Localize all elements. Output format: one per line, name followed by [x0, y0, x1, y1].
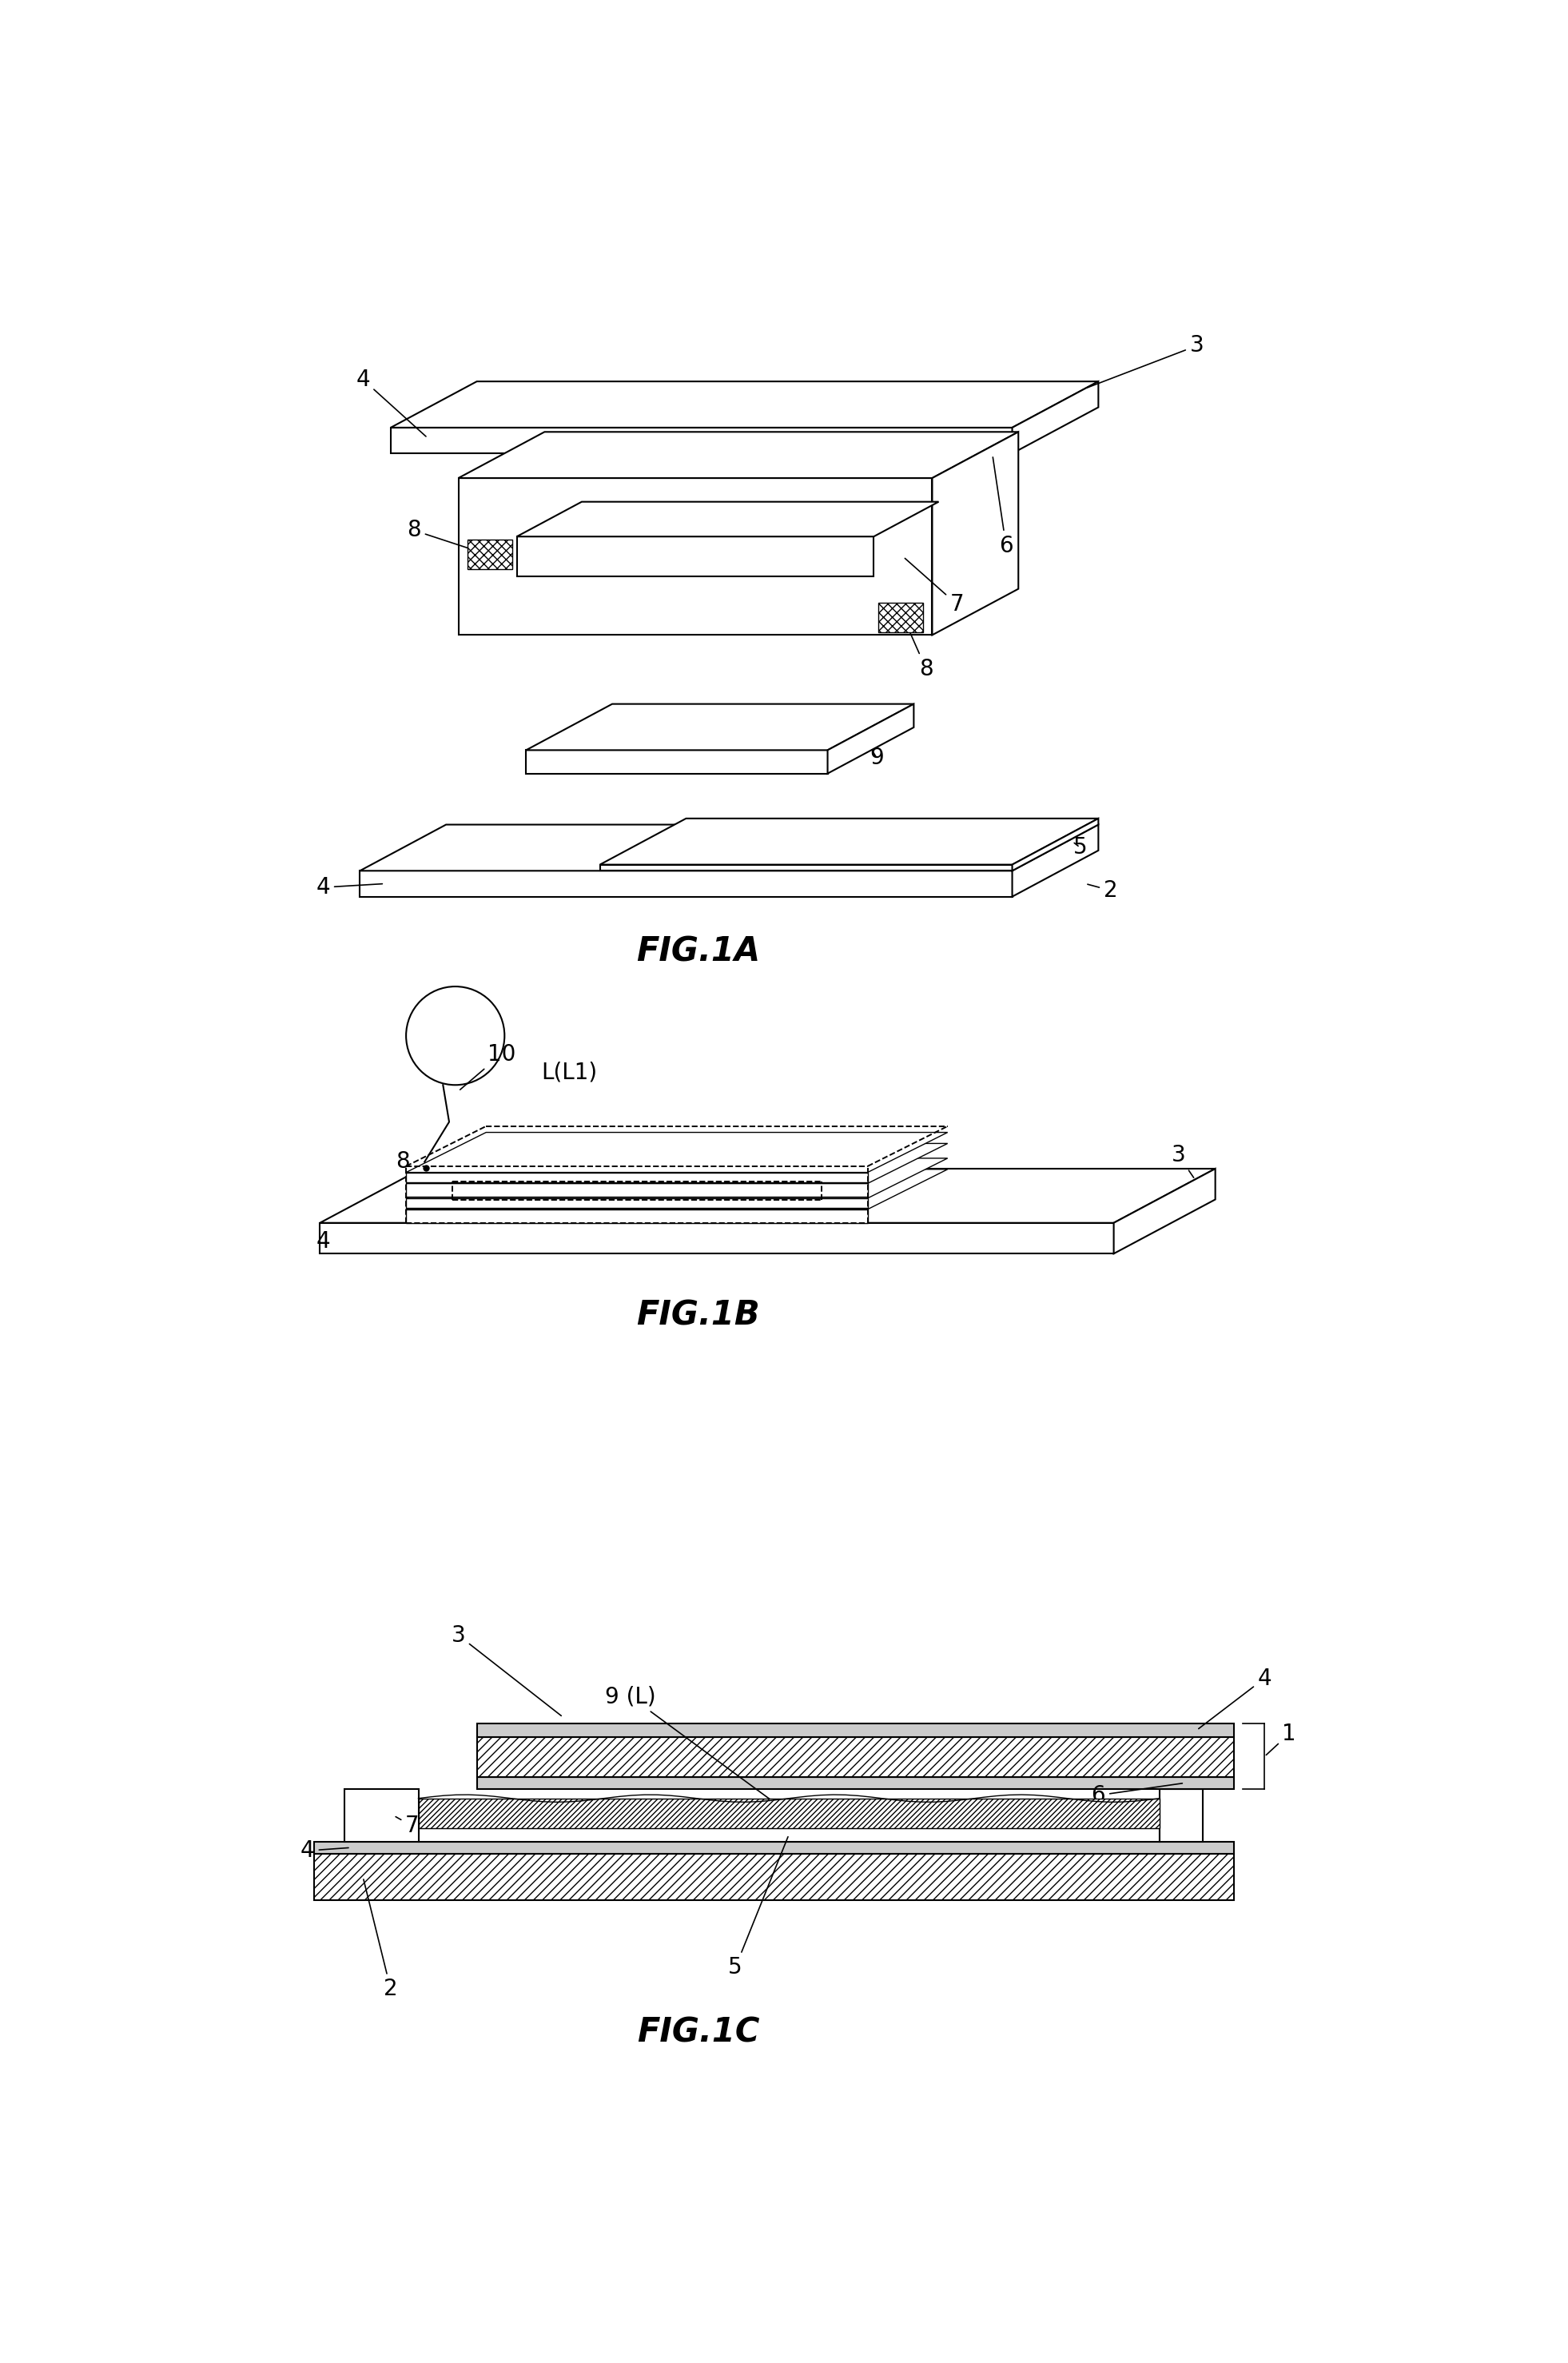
Text: 4: 4 [1198, 1668, 1272, 1730]
Polygon shape [406, 1198, 867, 1207]
Polygon shape [406, 1158, 947, 1198]
Polygon shape [458, 477, 933, 636]
Text: 4: 4 [356, 369, 426, 437]
Polygon shape [345, 1789, 419, 1841]
Text: 6: 6 [1091, 1784, 1182, 1805]
Polygon shape [419, 1798, 1160, 1829]
Text: 3: 3 [1171, 1144, 1193, 1177]
Text: 4: 4 [315, 877, 383, 898]
Polygon shape [467, 539, 511, 569]
Polygon shape [361, 825, 1098, 872]
Text: 8: 8 [905, 619, 933, 681]
Polygon shape [477, 1737, 1234, 1777]
Polygon shape [517, 536, 873, 577]
Polygon shape [477, 1777, 1234, 1789]
Text: 3: 3 [1088, 336, 1204, 388]
Polygon shape [601, 865, 1013, 872]
Polygon shape [933, 432, 1018, 636]
Text: 9 (L): 9 (L) [605, 1685, 787, 1812]
Polygon shape [1013, 818, 1098, 872]
Polygon shape [406, 1144, 947, 1184]
Polygon shape [390, 380, 1098, 428]
Polygon shape [878, 603, 924, 631]
Text: FIG.1A: FIG.1A [637, 936, 760, 969]
Polygon shape [1013, 380, 1098, 454]
Polygon shape [517, 501, 939, 536]
Polygon shape [314, 1841, 1234, 1855]
Polygon shape [527, 704, 914, 749]
Polygon shape [477, 1723, 1234, 1737]
Polygon shape [458, 432, 1018, 477]
Text: 4: 4 [315, 1231, 329, 1252]
Polygon shape [601, 818, 1098, 865]
Polygon shape [314, 1855, 1234, 1900]
Polygon shape [406, 1172, 867, 1182]
Text: 5: 5 [1073, 837, 1087, 858]
Polygon shape [406, 1170, 947, 1210]
Polygon shape [406, 1132, 947, 1172]
Polygon shape [1160, 1789, 1203, 1841]
Polygon shape [320, 1224, 1113, 1255]
Text: 9: 9 [491, 1177, 588, 1200]
Polygon shape [419, 1829, 1160, 1841]
Text: 9: 9 [870, 747, 884, 770]
Text: 8: 8 [397, 1151, 420, 1196]
Text: 1: 1 [1265, 1723, 1297, 1756]
Text: 3: 3 [452, 1623, 561, 1716]
Polygon shape [527, 749, 828, 773]
Text: 2: 2 [364, 1879, 398, 2001]
Text: 5: 5 [728, 1836, 789, 1978]
Text: 7: 7 [905, 558, 964, 614]
Text: FIG.1C: FIG.1C [637, 2016, 759, 2049]
Text: L(L1): L(L1) [541, 1061, 597, 1085]
Text: 6: 6 [993, 456, 1013, 558]
Text: FIG.1B: FIG.1B [637, 1297, 760, 1333]
Polygon shape [406, 1210, 867, 1224]
Text: 4: 4 [301, 1838, 348, 1862]
Polygon shape [390, 428, 1013, 454]
Polygon shape [361, 872, 1013, 896]
Polygon shape [1113, 1170, 1215, 1255]
Polygon shape [406, 1184, 867, 1198]
Text: 8: 8 [408, 520, 485, 553]
Polygon shape [320, 1170, 1215, 1224]
Text: 7: 7 [395, 1815, 419, 1838]
Text: 7: 7 [728, 1151, 801, 1198]
Text: 2: 2 [1088, 879, 1118, 903]
Text: 10: 10 [459, 1042, 516, 1089]
Polygon shape [1013, 825, 1098, 896]
Polygon shape [828, 704, 914, 773]
